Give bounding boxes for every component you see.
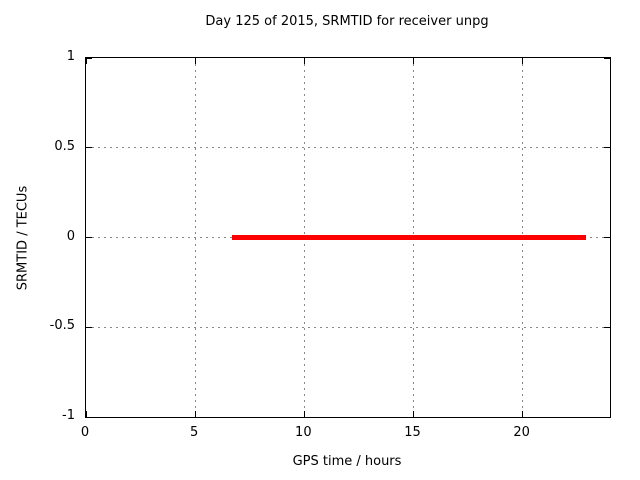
y-axis-label: SRMTID / TECUs	[15, 185, 31, 291]
x-tick-mark-top	[303, 58, 305, 64]
x-tick-label: 5	[190, 425, 199, 440]
y-grid-line	[86, 326, 610, 328]
x-tick-mark-top	[413, 58, 414, 64]
y-tick-label: -0.5	[49, 318, 75, 334]
x-tick-label: 15	[404, 425, 421, 440]
y-tick-mark-left	[86, 57, 92, 59]
y-tick-mark-right	[604, 326, 610, 328]
y-tick-mark-right	[604, 147, 610, 149]
y-grid-line	[86, 147, 610, 149]
y-tick-mark-right	[604, 237, 610, 238]
y-tick-label: 0.5	[54, 138, 75, 154]
y-tick-label: -1	[62, 408, 75, 423]
y-tick-label: 1	[66, 49, 75, 64]
chart-title: Day 125 of 2015, SRMTID for receiver unp…	[205, 14, 489, 29]
x-tick-mark-bottom	[522, 411, 524, 417]
x-tick-label: 10	[295, 425, 312, 440]
y-tick-mark-left	[86, 147, 92, 149]
x-tick-mark-bottom	[85, 411, 87, 417]
x-axis-label: GPS time / hours	[292, 454, 402, 469]
x-tick-mark-bottom	[413, 411, 414, 417]
x-tick-label: 0	[80, 425, 90, 440]
y-tick-mark-left	[86, 326, 92, 328]
y-tick-mark-left	[86, 416, 92, 418]
x-grid-line	[194, 58, 196, 417]
y-tick-mark-left	[86, 237, 92, 238]
plot-area	[85, 57, 611, 418]
x-tick-mark-bottom	[303, 411, 305, 417]
y-tick-mark-right	[604, 416, 610, 418]
y-tick-mark-right	[604, 57, 610, 59]
x-tick-mark-top	[522, 58, 524, 64]
x-tick-mark-top	[194, 58, 196, 64]
x-tick-label: 20	[513, 425, 530, 440]
x-tick-mark-top	[85, 58, 87, 64]
x-tick-mark-bottom	[194, 411, 196, 417]
data-series-line	[232, 235, 586, 240]
y-tick-label: 0	[66, 228, 75, 244]
